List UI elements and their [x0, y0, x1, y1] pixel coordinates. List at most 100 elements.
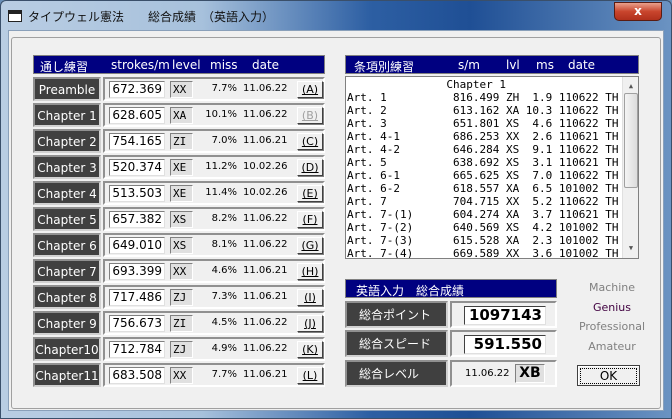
total-speed-label: 総合スピード — [345, 330, 448, 357]
chapter-stats: 649.010 XS 8.1% 11.06.22 (G) — [103, 233, 325, 257]
article-list[interactable]: Chapter 1 Art. 1 816.499 ZH 1.9 110622 T… — [345, 76, 639, 259]
miss-value: 4.6% — [211, 265, 237, 276]
chapter-row: Chapter 2 754.165 ZI 7.0% 11.06.21 (C) — [33, 129, 325, 153]
ok-button[interactable]: OK — [577, 365, 640, 386]
col-date: date — [252, 58, 280, 72]
rank-genius: Genius — [592, 301, 632, 314]
chapter-label: Chapter 5 — [33, 207, 101, 231]
level-value: ZI — [170, 315, 193, 332]
date-value: 11.06.22 — [243, 109, 288, 120]
scroll-thumb[interactable] — [624, 93, 638, 188]
practice-button[interactable]: (L) — [297, 367, 323, 384]
level-value: XE — [170, 159, 193, 176]
level-value: ZJ — [170, 289, 193, 306]
level-value: XX — [170, 81, 193, 98]
chapter-label: Chapter 8 — [33, 285, 101, 309]
miss-value: 7.0% — [211, 135, 237, 146]
chapter-stats: 756.673 ZI 4.5% 11.06.22 (J) — [103, 311, 325, 335]
speed-value: 712.784 — [109, 341, 165, 358]
chapter-row: Chapter 3 520.374 XE 11.2% 10.02.26 (D) — [33, 155, 325, 179]
miss-value: 8.2% — [211, 213, 237, 224]
scrollbar[interactable]: ▲ ▼ — [622, 77, 638, 258]
practice-button[interactable]: (J) — [297, 315, 323, 332]
chapter-row: Chapter 7 693.399 XX 4.6% 11.06.21 (H) — [33, 259, 325, 283]
date-value: 11.06.21 — [243, 369, 288, 380]
chapter-label: Chapter 3 — [33, 155, 101, 179]
speed-value: 657.382 — [109, 211, 165, 228]
chapter-row: Chapter 4 513.503 XE 11.4% 10.02.26 (E) — [33, 181, 325, 205]
date-value: 11.06.22 — [243, 317, 288, 328]
practice-button[interactable]: (C) — [297, 133, 323, 150]
chapter-stats: 672.369 XX 7.7% 11.06.22 (A) — [103, 77, 325, 101]
practice-button[interactable]: (A) — [297, 81, 323, 98]
miss-value: 7.3% — [211, 291, 237, 302]
level-value: XS — [170, 211, 193, 228]
chapter-label: Preamble — [33, 77, 101, 101]
col-date: date — [568, 58, 596, 72]
total-speed-row: 総合スピード 591.550 — [345, 330, 557, 357]
level-value: XX — [170, 367, 193, 384]
date-value: 11.06.22 — [243, 213, 288, 224]
chapter-row: Chapter 5 657.382 XS 8.2% 11.06.22 (F) — [33, 207, 325, 231]
col-ms: ms — [536, 58, 554, 72]
col-lvl: lvl — [506, 58, 520, 72]
col-miss: miss — [210, 58, 238, 72]
miss-value: 7.7% — [211, 83, 237, 94]
practice-button[interactable]: (B) — [297, 107, 323, 124]
speed-value: 520.374 — [109, 159, 165, 176]
chapter-stats: 520.374 XE 11.2% 10.02.26 (D) — [103, 155, 325, 179]
chapter-row: Chapter 9 756.673 ZI 4.5% 11.06.22 (J) — [33, 311, 325, 335]
miss-value: 8.1% — [211, 239, 237, 250]
miss-value: 4.5% — [211, 317, 237, 328]
practice-button[interactable]: (D) — [297, 159, 323, 176]
speed-value: 693.399 — [109, 263, 165, 280]
level-value: XS — [170, 237, 193, 254]
level-value: XX — [170, 263, 193, 280]
col-speed: strokes/m — [111, 58, 170, 72]
chapter-row: Chapter11 683.508 XX 7.7% 11.06.21 (L) — [33, 363, 325, 387]
total-points-value: 1097143 — [464, 306, 546, 325]
scroll-down-icon[interactable]: ▼ — [628, 244, 634, 252]
practice-button[interactable]: (F) — [297, 211, 323, 228]
practice-button[interactable]: (K) — [297, 341, 323, 358]
window-title: タイプウェル憲法 総合成績 （英語入力） — [28, 10, 275, 24]
chapter-label: Chapter 1 — [33, 103, 101, 127]
title-bar[interactable]: タイプウェル憲法 総合成績 （英語入力） x — [1, 1, 672, 31]
practice-button[interactable]: (I) — [297, 289, 323, 306]
scroll-up-icon[interactable]: ▲ — [628, 82, 634, 90]
total-level-row: 総合レベル 11.06.22 XB — [345, 360, 557, 387]
chapter-stats: 754.165 ZI 7.0% 11.06.21 (C) — [103, 129, 325, 153]
miss-value: 11.2% — [205, 161, 237, 172]
total-points-row: 総合ポイント 1097143 — [345, 301, 557, 328]
speed-value: 683.508 — [109, 367, 165, 384]
article-practice-header: 条項別練習 s/m lvl ms date — [345, 55, 639, 74]
level-value: XA — [170, 107, 193, 124]
chapter-row: Chapter 1 628.605 XA 10.1% 11.06.22 (B) — [33, 103, 325, 127]
ok-label: OK — [580, 368, 637, 384]
chapter-stats: 657.382 XS 8.2% 11.06.22 (F) — [103, 207, 325, 231]
rank-amateur: Amateur — [588, 340, 636, 353]
date-value: 10.02.26 — [243, 161, 288, 172]
chapter-label: Chapter 7 — [33, 259, 101, 283]
chapter-row: Preamble 672.369 XX 7.7% 11.06.22 (A) — [33, 77, 325, 101]
date-value: 11.06.22 — [243, 83, 288, 94]
practice-button[interactable]: (H) — [297, 263, 323, 280]
rank-professional: Professional — [578, 320, 646, 333]
total-points-label: 総合ポイント — [345, 301, 448, 328]
miss-value: 4.9% — [211, 343, 237, 354]
chapter-row: Chapter 6 649.010 XS 8.1% 11.06.22 (G) — [33, 233, 325, 257]
level-value: XE — [170, 185, 193, 202]
col-sm: s/m — [458, 58, 480, 72]
chapter-stats: 628.605 XA 10.1% 11.06.22 (B) — [103, 103, 325, 127]
speed-value: 649.010 — [109, 237, 165, 254]
col-level: level — [172, 58, 201, 72]
chapter-label: Chapter11 — [33, 363, 101, 387]
date-value: 11.06.21 — [243, 265, 288, 276]
total-speed-value: 591.550 — [464, 335, 546, 354]
chapter-label: Chapter 6 — [33, 233, 101, 257]
level-value: ZI — [170, 133, 193, 150]
practice-button[interactable]: (E) — [297, 185, 323, 202]
practice-button[interactable]: (G) — [297, 237, 323, 254]
total-level-label: 総合レベル — [345, 360, 448, 387]
close-button[interactable]: x — [614, 2, 662, 21]
